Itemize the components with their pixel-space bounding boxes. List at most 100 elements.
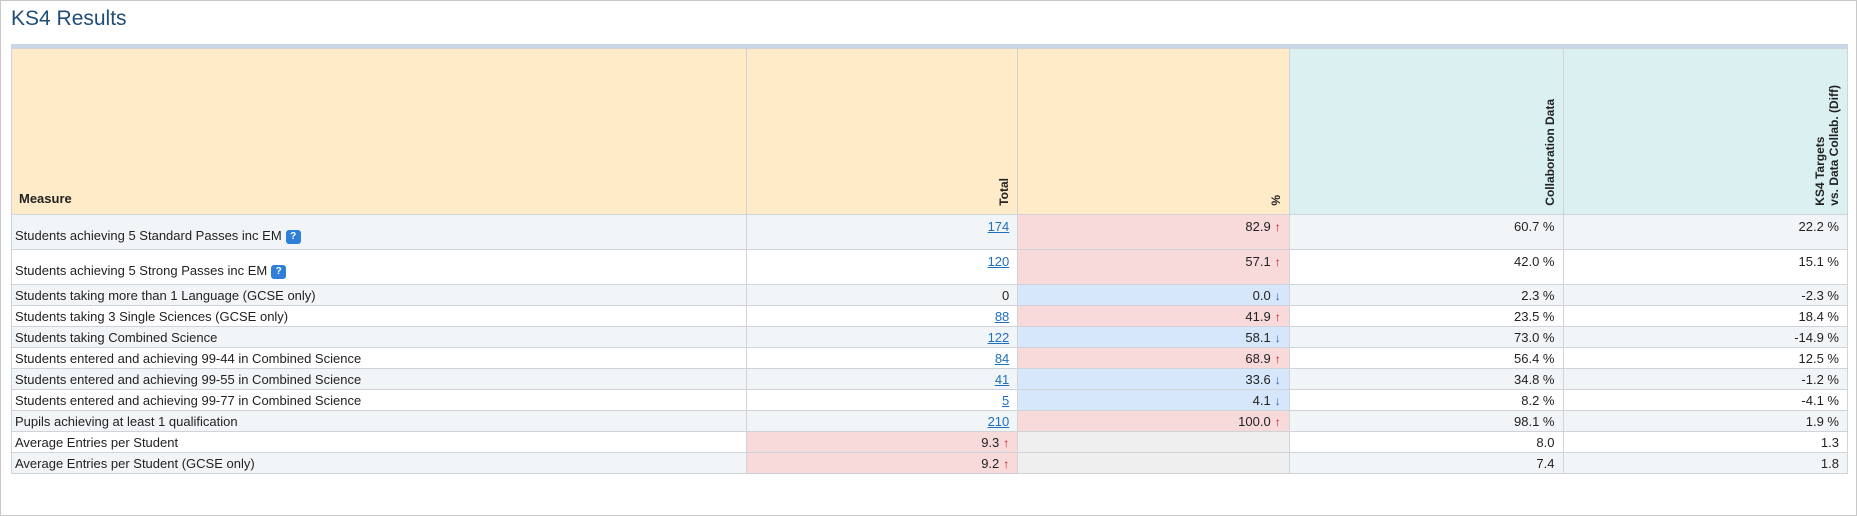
targets-diff-cell: -1.2 % xyxy=(1562,368,1848,390)
column-header-targets-label: KS4 Targets vs. Data Collab. (Diff) xyxy=(1813,85,1841,206)
total-link[interactable]: 120 xyxy=(987,254,1010,269)
percent-value: 82.9 xyxy=(1245,219,1271,234)
column-header-collaboration-data[interactable]: Collaboration Data xyxy=(1288,48,1564,215)
total-link[interactable]: 84 xyxy=(994,350,1010,366)
percent-value: 4.1 xyxy=(1252,392,1271,408)
total-link[interactable]: 122 xyxy=(987,329,1010,345)
total-link[interactable]: 210 xyxy=(987,413,1010,429)
percent-cell: 0.0 ↓ xyxy=(1017,284,1290,306)
percent-value: 100.0 xyxy=(1238,413,1271,429)
total-cell: 9.2 ↑ xyxy=(745,452,1019,474)
collaboration-cell: 8.2 % xyxy=(1288,389,1564,411)
arrow-down-icon: ↓ xyxy=(1274,330,1281,345)
arrow-down-icon: ↓ xyxy=(1274,393,1281,408)
measure-label: Pupils achieving at least 1 qualificatio… xyxy=(15,413,238,429)
total-link[interactable]: 41 xyxy=(994,371,1010,387)
total-value: 0 xyxy=(1002,287,1010,303)
measure-cell: Students achieving 5 Standard Passes inc… xyxy=(11,214,747,250)
arrow-up-icon: ↑ xyxy=(1274,351,1281,366)
page-title: KS4 Results xyxy=(11,7,127,30)
collaboration-cell: 60.7 % xyxy=(1288,214,1564,250)
help-icon[interactable]: ? xyxy=(271,265,287,279)
measure-label: Students taking 3 Single Sciences (GCSE … xyxy=(15,308,289,324)
measure-cell: Students achieving 5 Strong Passes inc E… xyxy=(11,249,747,285)
targets-diff-cell: -14.9 % xyxy=(1562,326,1848,348)
table-row: Students entered and achieving 99-55 in … xyxy=(11,368,1848,390)
measure-label: Students entered and achieving 99-77 in … xyxy=(15,392,362,408)
total-cell: 41 xyxy=(745,368,1019,390)
arrow-down-icon: ↓ xyxy=(1274,288,1281,303)
total-cell: 0 xyxy=(745,284,1019,306)
percent-cell xyxy=(1017,431,1290,453)
measure-label: Students achieving 5 Standard Passes inc… xyxy=(15,228,282,244)
measure-cell: Students taking more than 1 Language (GC… xyxy=(11,284,747,306)
total-value: 9.3 xyxy=(981,434,1000,450)
measure-label: Average Entries per Student (GCSE only) xyxy=(15,455,255,471)
collaboration-cell: 23.5 % xyxy=(1288,305,1564,327)
column-header-total[interactable]: Total xyxy=(745,48,1019,215)
measure-cell: Students taking Combined Science xyxy=(11,326,747,348)
targets-diff-cell: 1.9 % xyxy=(1562,410,1848,432)
table-row: Students taking Combined Science 122 58.1 ↓… xyxy=(11,326,1848,348)
measure-cell: Pupils achieving at least 1 qualificatio… xyxy=(11,410,747,432)
targets-diff-cell: 12.5 % xyxy=(1562,347,1848,369)
table-row: Students achieving 5 Strong Passes inc E… xyxy=(11,249,1848,285)
measure-cell: Students taking 3 Single Sciences (GCSE … xyxy=(11,305,747,327)
measure-label: Students entered and achieving 99-55 in … xyxy=(15,371,362,387)
percent-cell: 4.1 ↓ xyxy=(1017,389,1290,411)
total-cell: 84 xyxy=(745,347,1019,369)
total-cell: 5 xyxy=(745,389,1019,411)
targets-diff-cell: 18.4 % xyxy=(1562,305,1848,327)
arrow-down-icon: ↓ xyxy=(1274,372,1281,387)
column-header-ks4-targets-diff[interactable]: KS4 Targets vs. Data Collab. (Diff) xyxy=(1562,48,1848,215)
arrow-up-icon: ↑ xyxy=(1003,456,1010,471)
total-link[interactable]: 174 xyxy=(987,219,1010,234)
total-link[interactable]: 88 xyxy=(994,308,1010,324)
column-header-percent[interactable]: % xyxy=(1017,48,1290,215)
percent-cell: 68.9 ↑ xyxy=(1017,347,1290,369)
column-header-measure-label: Measure xyxy=(19,191,72,206)
measure-label: Students achieving 5 Strong Passes inc E… xyxy=(15,263,268,279)
results-table: Measure Total % Collaboration Data KS4 T… xyxy=(11,48,1848,474)
collaboration-cell: 98.1 % xyxy=(1288,410,1564,432)
collaboration-cell: 8.0 xyxy=(1288,431,1564,453)
percent-cell: 33.6 ↓ xyxy=(1017,368,1290,390)
arrow-up-icon: ↑ xyxy=(1274,255,1281,269)
percent-cell: 41.9 ↑ xyxy=(1017,305,1290,327)
measure-cell: Average Entries per Student xyxy=(11,431,747,453)
measure-label: Average Entries per Student xyxy=(15,434,179,450)
percent-value: 58.1 xyxy=(1245,329,1271,345)
total-link[interactable]: 5 xyxy=(1002,392,1010,408)
column-header-total-label: Total xyxy=(997,178,1012,206)
results-table-container: Measure Total % Collaboration Data KS4 T… xyxy=(11,44,1848,474)
header-row: Measure Total % Collaboration Data KS4 T… xyxy=(11,48,1848,215)
measure-label: Students taking Combined Science xyxy=(15,329,218,345)
total-cell: 9.3 ↑ xyxy=(745,431,1019,453)
column-header-collaboration-label: Collaboration Data xyxy=(1542,99,1557,206)
measure-cell: Students entered and achieving 99-77 in … xyxy=(11,389,747,411)
table-row: Students entered and achieving 99-77 in … xyxy=(11,389,1848,411)
targets-diff-cell: 1.3 xyxy=(1562,431,1848,453)
collaboration-cell: 7.4 xyxy=(1288,452,1564,474)
percent-cell xyxy=(1017,452,1290,474)
total-cell: 120 xyxy=(745,249,1019,285)
help-icon[interactable]: ? xyxy=(285,230,301,244)
percent-value: 0.0 xyxy=(1252,287,1271,303)
targets-diff-cell: 1.8 xyxy=(1562,452,1848,474)
targets-diff-cell: -4.1 % xyxy=(1562,389,1848,411)
targets-diff-cell: -2.3 % xyxy=(1562,284,1848,306)
percent-value: 57.1 xyxy=(1245,254,1271,269)
column-header-percent-label: % xyxy=(1268,195,1283,206)
collaboration-cell: 42.0 % xyxy=(1288,249,1564,285)
collaboration-cell: 56.4 % xyxy=(1288,347,1564,369)
targets-label-line2: vs. Data Collab. (Diff) xyxy=(1827,85,1841,206)
measure-label: Students taking more than 1 Language (GC… xyxy=(15,287,316,303)
column-header-measure[interactable]: Measure xyxy=(11,48,747,215)
percent-value: 68.9 xyxy=(1245,350,1271,366)
targets-diff-cell: 22.2 % xyxy=(1562,214,1848,250)
targets-diff-cell: 15.1 % xyxy=(1562,249,1848,285)
arrow-up-icon: ↑ xyxy=(1274,309,1281,324)
table-row: Students taking more than 1 Language (GC… xyxy=(11,284,1848,306)
measure-cell: Students entered and achieving 99-44 in … xyxy=(11,347,747,369)
